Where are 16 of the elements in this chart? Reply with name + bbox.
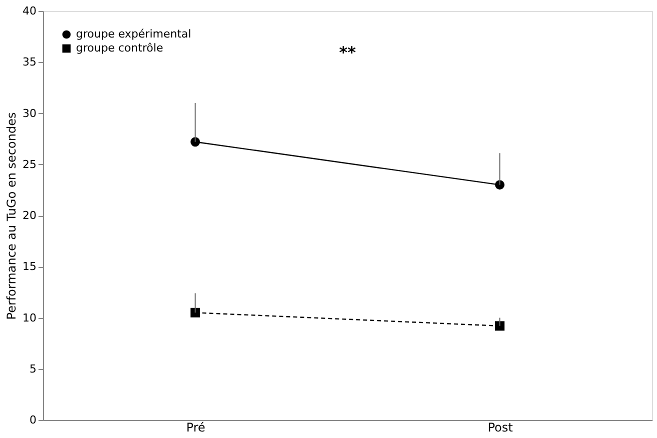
y-tick-label: 0 <box>30 414 36 426</box>
legend-label: groupe contrôle <box>76 42 164 54</box>
y-tick-label: 25 <box>22 158 36 171</box>
y-tick-label: 5 <box>30 362 36 376</box>
annotation: ** <box>339 43 356 62</box>
y-tick-label: 30 <box>22 106 36 120</box>
y-axis-title: Performance au TuGo en secondes <box>4 112 19 320</box>
y-tick-label: 35 <box>22 56 36 69</box>
x-tick-label: Pré <box>186 420 206 434</box>
legend-label: groupe expérimental <box>76 28 192 40</box>
y-tick-label: 20 <box>22 209 36 222</box>
point <box>495 321 504 331</box>
y-tick-label: 10 <box>22 311 36 324</box>
x-tick-label: Post <box>488 420 514 434</box>
y-tick-label: 40 <box>22 4 36 18</box>
y-tick-label: 15 <box>22 260 36 274</box>
